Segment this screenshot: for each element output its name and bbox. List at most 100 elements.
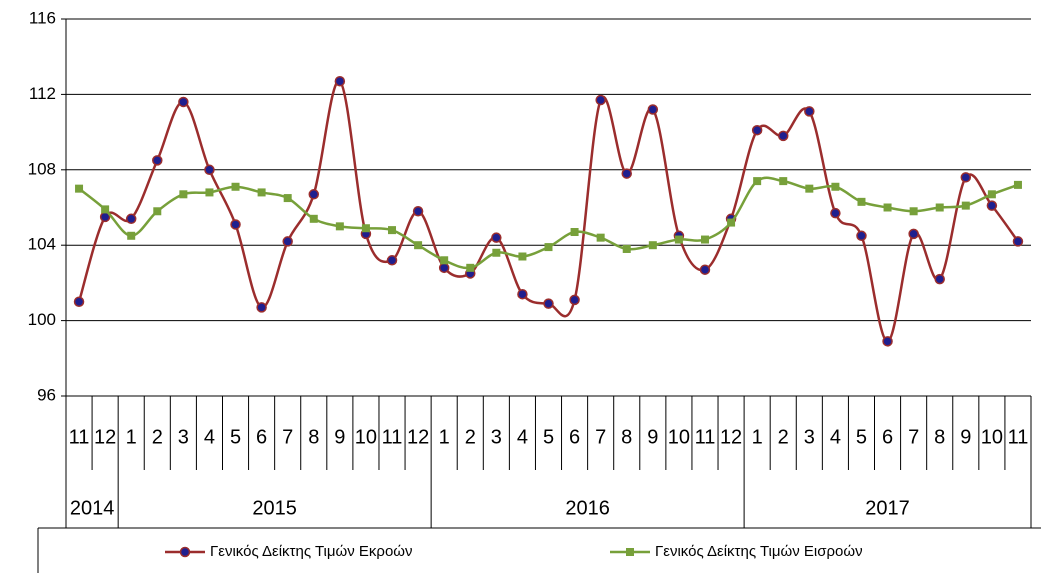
y-tick-label: 112 — [29, 84, 56, 103]
x-tick-label: 12 — [94, 426, 116, 448]
data-point — [179, 190, 188, 199]
x-tick-label: 8 — [621, 426, 632, 448]
data-point — [987, 190, 996, 199]
data-point — [648, 241, 657, 250]
x-tick-label: 2 — [778, 426, 789, 448]
data-point — [153, 207, 162, 216]
data-point — [596, 233, 605, 242]
x-group-label: 2016 — [565, 497, 610, 519]
x-tick-label: 6 — [256, 426, 267, 448]
data-point — [909, 207, 918, 216]
x-tick-label: 9 — [960, 426, 971, 448]
data-point — [804, 106, 815, 117]
data-point — [414, 241, 423, 250]
x-tick-label: 11 — [382, 426, 403, 448]
x-tick-label: 4 — [830, 426, 841, 448]
x-tick-label: 7 — [595, 426, 606, 448]
data-point — [1013, 180, 1022, 189]
data-point — [75, 184, 84, 193]
data-point — [178, 96, 189, 108]
data-point — [908, 228, 919, 240]
data-point — [204, 164, 215, 176]
x-tick-label: 11 — [1008, 426, 1029, 448]
data-point — [388, 226, 397, 235]
data-point — [779, 177, 788, 186]
data-point — [386, 255, 398, 266]
data-point — [335, 222, 344, 231]
x-tick-label: 9 — [647, 426, 658, 448]
legend-marker — [626, 548, 634, 556]
data-point — [647, 104, 659, 115]
x-tick-label: 7 — [908, 426, 919, 448]
data-point — [621, 168, 632, 179]
x-tick-label: 4 — [204, 426, 215, 448]
data-point — [544, 243, 553, 252]
data-point — [231, 182, 240, 191]
x-tick-label: 3 — [804, 426, 815, 448]
data-point — [674, 235, 683, 244]
data-point — [1012, 236, 1024, 247]
x-group-label: 2014 — [70, 497, 115, 519]
data-point — [283, 194, 292, 203]
data-point — [309, 214, 318, 223]
data-point — [570, 228, 579, 237]
data-point — [518, 252, 527, 261]
data-point — [805, 184, 814, 193]
data-point — [440, 256, 449, 265]
data-point — [308, 189, 320, 200]
y-tick-label: 96 — [37, 385, 56, 404]
x-tick-label: 8 — [308, 426, 319, 448]
data-point — [125, 213, 137, 225]
data-point — [438, 262, 450, 274]
data-point — [256, 302, 267, 313]
x-tick-label: 11 — [69, 426, 90, 448]
data-point — [830, 207, 841, 219]
y-tick-label: 116 — [29, 8, 56, 27]
x-tick-label: 12 — [407, 426, 429, 448]
x-tick-label: 5 — [230, 426, 241, 448]
x-tick-label: 7 — [282, 426, 293, 448]
x-tick-label: 3 — [178, 426, 189, 448]
y-tick-label: 108 — [28, 159, 56, 178]
data-point — [753, 177, 762, 186]
x-tick-label: 9 — [334, 426, 345, 448]
data-point — [700, 235, 709, 244]
data-point — [491, 232, 502, 243]
y-tick-label: 104 — [28, 235, 56, 254]
data-point — [961, 201, 970, 210]
x-tick-label: 12 — [720, 426, 742, 448]
data-point — [857, 197, 866, 206]
data-point — [882, 336, 893, 347]
x-tick-label: 10 — [981, 426, 1003, 448]
legend-marker — [179, 546, 191, 558]
data-point — [412, 206, 424, 217]
data-point — [622, 244, 631, 253]
x-tick-label: 2 — [465, 426, 476, 448]
data-point — [361, 224, 370, 233]
x-tick-label: 4 — [517, 426, 528, 448]
data-point — [934, 273, 945, 285]
x-tick-label: 11 — [695, 426, 716, 448]
x-tick-label: 6 — [569, 426, 580, 448]
x-tick-label: 6 — [882, 426, 893, 448]
data-point — [230, 219, 241, 230]
data-point — [282, 236, 293, 247]
data-point — [569, 294, 580, 306]
data-point — [127, 231, 136, 240]
data-point — [73, 296, 85, 307]
x-tick-label: 10 — [668, 426, 690, 448]
data-point — [986, 200, 998, 211]
legend-label: Γενικός Δείκτης Τιμών Εισροών — [655, 543, 863, 560]
data-point — [595, 94, 606, 106]
data-point — [101, 205, 110, 214]
data-point — [152, 155, 163, 166]
x-tick-label: 5 — [856, 426, 867, 448]
x-tick-label: 3 — [491, 426, 502, 448]
series-line — [77, 79, 1019, 343]
data-point — [727, 218, 736, 227]
data-point — [751, 124, 763, 136]
x-group-label: 2017 — [865, 497, 910, 519]
data-point — [699, 264, 711, 275]
x-tick-label: 1 — [126, 426, 137, 448]
